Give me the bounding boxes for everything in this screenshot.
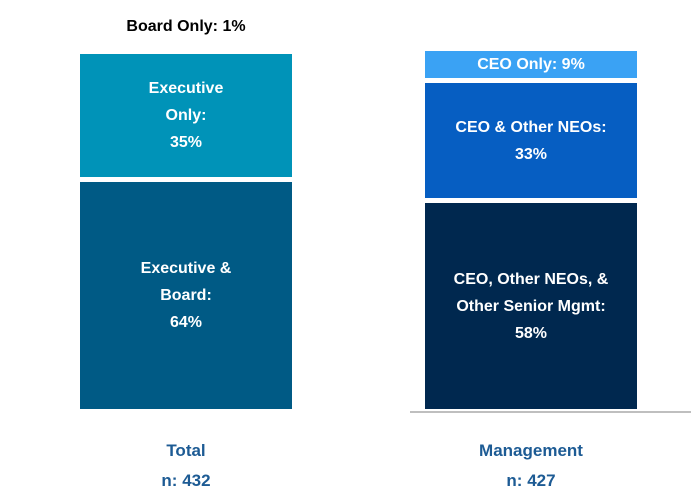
category-n: n: 432 [161, 471, 211, 490]
segment-label: CEO, Other NEOs, & Other Senior Mgmt: 58… [444, 266, 619, 347]
bar-segment: CEO & Other NEOs: 33% [425, 83, 637, 199]
category-label: Total n: 432 [80, 436, 292, 496]
baseline [410, 411, 691, 413]
segment-value: 35% [169, 133, 203, 151]
category-name: Total [166, 441, 206, 460]
segment-name: Board Only: [126, 18, 218, 35]
segment-name: CEO & Other NEOs: [455, 118, 607, 136]
segment-value: 58% [514, 324, 548, 342]
category-label: Management n: 427 [425, 436, 637, 496]
bar-segment: Executive & Board: 64% [80, 181, 292, 410]
segment-label: CEO & Other NEOs: 33% [444, 114, 619, 168]
segment-name: Executive & Board: [140, 260, 232, 304]
segment-value: 1% [222, 18, 246, 35]
segment-name: CEO, Other NEOs, & Other Senior Mgmt: [453, 270, 609, 315]
segment-label: Board Only: 1% [80, 18, 292, 36]
segment-label: Executive & Board: 64% [130, 255, 242, 336]
segment-label: Executive Only: 35% [130, 75, 242, 156]
segment-name: Executive Only: [148, 79, 224, 124]
segment-value: 9% [561, 55, 585, 73]
segment-name: CEO Only: [477, 55, 558, 73]
bar-segment: CEO Only: 9% [425, 50, 637, 79]
category-name: Management [479, 441, 583, 460]
category-n: n: 427 [506, 471, 556, 490]
bar-segment: Executive Only: 35% [80, 54, 292, 177]
segment-value: 64% [169, 314, 203, 331]
segment-value: 33% [514, 145, 548, 163]
bar-segment: CEO, Other NEOs, & Other Senior Mgmt: 58… [425, 203, 637, 410]
segment-label: CEO Only: 9% [425, 51, 637, 78]
